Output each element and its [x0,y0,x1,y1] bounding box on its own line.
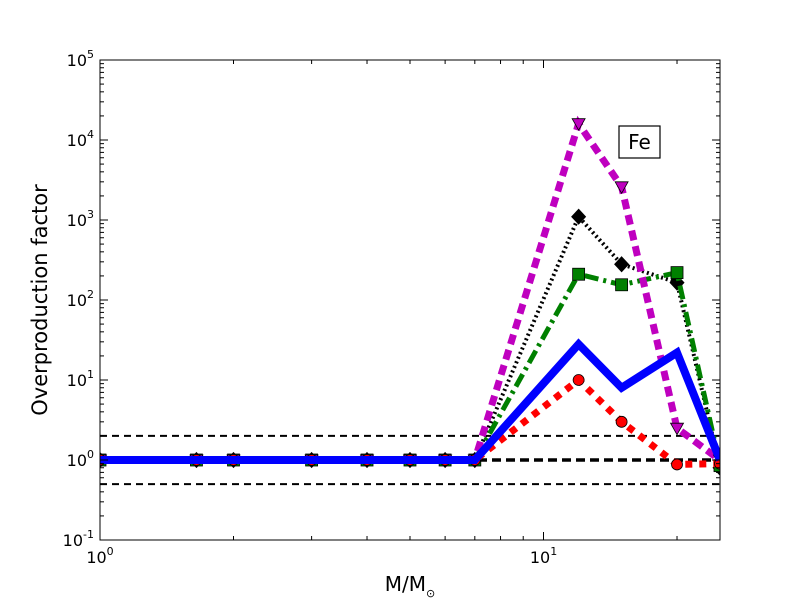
y-tick-base: 10 [63,531,83,550]
y-tick-label-5: 104 [67,128,94,150]
series-4 [100,115,720,468]
y-tick-base: 10 [67,291,87,310]
series-1 [100,374,720,471]
data-point-2-9 [615,278,629,292]
series-2 [100,266,720,473]
data-point-1-10 [671,458,683,471]
series-group [100,115,720,476]
y-tick-base: 10 [67,371,87,390]
x-axis-label: M/M⊙ [385,572,435,600]
data-point-2-10 [670,266,684,280]
series-line-0 [100,338,720,464]
y-tick-base: 10 [67,131,87,150]
x-tick-label-0: 100 [86,545,113,567]
data-point-3-8 [571,208,587,225]
annotation-box [618,125,661,159]
y-tick-label-2: 101 [67,368,94,390]
data-point-3-9 [614,256,630,273]
y-tick-exponent: 3 [87,208,94,221]
data-point-1-8 [572,374,585,386]
y-tick-exponent: 1 [87,368,94,381]
data-point-4-8 [571,118,586,131]
y-tick-exponent: 2 [87,288,94,301]
y-tick-base: 10 [67,51,87,70]
data-point-1-9 [615,415,628,428]
y-tick-base: 10 [67,211,87,230]
y-tick-exponent: 4 [87,128,94,141]
x-tick-base: 10 [530,548,550,567]
x-tick-exponent: 1 [550,545,557,558]
data-point-4-9 [614,181,629,195]
annotation-label: Fe [628,130,651,154]
element-annotation: Fe [618,125,661,159]
x-tick-exponent: 0 [107,545,114,558]
series-0 [100,338,720,464]
x-axis-label-sub: ⊙ [426,587,435,600]
y-tick-exponent: 5 [87,48,94,61]
y-tick-base: 10 [67,451,87,470]
x-tick-base: 10 [86,548,106,567]
y-tick-label-1: 100 [67,448,94,470]
x-tick-label-1: 101 [530,545,557,567]
y-tick-label-3: 102 [67,288,94,310]
data-point-2-8 [572,267,586,281]
x-axis-label-main: M/M [385,572,426,596]
y-tick-label-6: 105 [67,48,94,70]
y-tick-label-0: 10-1 [63,528,94,550]
y-tick-exponent: 0 [87,448,94,461]
series-line-4 [100,115,720,464]
y-tick-label-4: 103 [67,208,94,230]
y-axis-label: Overproduction factor [28,184,52,416]
series-line-2 [100,269,720,467]
y-tick-exponent: -1 [83,528,94,541]
data-point-4-10 [669,422,685,436]
